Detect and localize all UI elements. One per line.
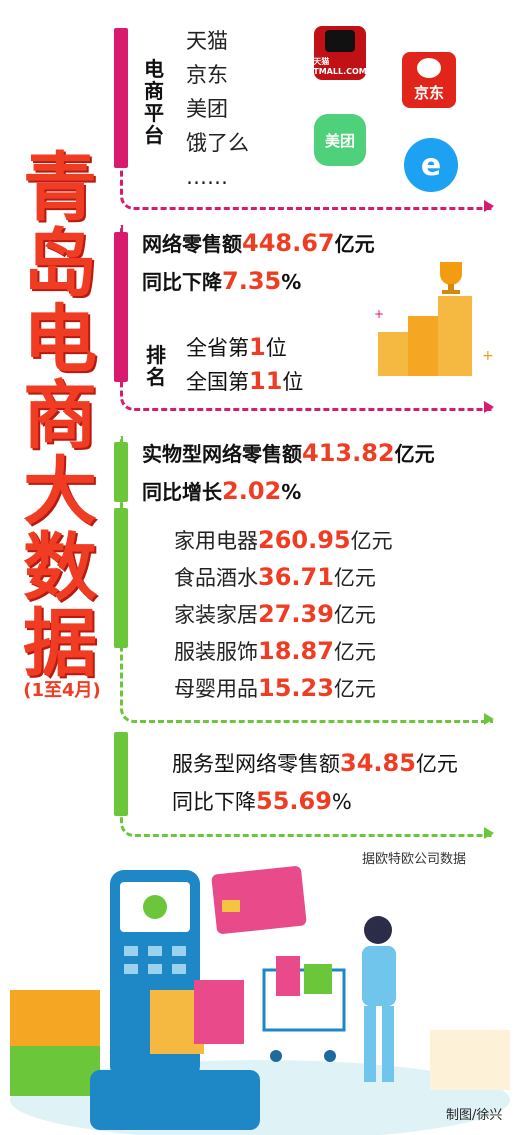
value: 1 <box>249 333 266 361</box>
svg-text:+: + <box>482 348 494 364</box>
logo-text: 美团 <box>324 131 355 150</box>
list-item: 美团 <box>186 97 228 121</box>
retail-total: 网络零售额448.67亿元 <box>142 228 375 259</box>
arrow-icon <box>484 401 494 413</box>
logo-text: e <box>420 147 442 183</box>
category-name: 母婴用品 <box>174 677 258 701</box>
jd-logo-icon: 京东 <box>402 52 456 108</box>
text: 同比下降 <box>142 270 222 294</box>
section-bar <box>114 732 128 816</box>
unit: 亿元 <box>333 677 376 701</box>
physical-change: 同比增长2.02% <box>142 476 301 507</box>
text: 全省第 <box>186 336 249 360</box>
label-char: 名 <box>146 365 166 389</box>
physical-total: 实物型网络零售额413.82亿元 <box>142 438 435 469</box>
ranking-national: 全国第11位 <box>186 366 303 397</box>
value: 11 <box>249 367 283 395</box>
unit: 位 <box>282 370 304 394</box>
unit: % <box>331 790 352 814</box>
source-note: 据欧特欧公司数据 <box>362 852 467 867</box>
unit: 亿元 <box>333 566 376 590</box>
list-item: 食品酒水36.71亿元 <box>174 559 393 596</box>
text: 实物型网络零售额 <box>142 442 302 466</box>
category-name: 食品酒水 <box>174 566 258 590</box>
category-value: 260.95 <box>258 526 351 554</box>
unit: 亿元 <box>333 603 376 627</box>
ranking-province: 全省第1位 <box>186 332 287 363</box>
value: 413.82 <box>302 439 395 467</box>
retail-change: 同比下降7.35% <box>142 266 301 297</box>
logo-text: 天猫 TMALL.COM <box>313 57 367 76</box>
section-bar <box>114 28 128 168</box>
text: 服务型网络零售额 <box>172 752 340 776</box>
section-bar <box>114 442 128 502</box>
ranking-label: 排 名 <box>144 344 168 388</box>
label-char: 台 <box>144 123 164 147</box>
list-item: 天猫 <box>186 29 228 53</box>
category-name: 家装家居 <box>174 603 258 627</box>
title-char: 数 <box>23 525 97 611</box>
unit: % <box>281 480 302 504</box>
credit-note: 制图/徐兴 <box>446 1108 503 1123</box>
trophy-podium-icon: + + <box>374 262 494 376</box>
category-value: 27.39 <box>258 600 334 628</box>
category-name: 服装服饰 <box>174 640 258 664</box>
label-char: 电 <box>144 57 164 81</box>
service-change: 同比下降55.69% <box>172 786 352 817</box>
category-name: 家用电器 <box>174 529 258 553</box>
label-char: 排 <box>146 343 166 367</box>
title-char: 大 <box>23 449 97 535</box>
page-title: 青 岛 电 商 大 数 据 <box>14 150 106 682</box>
service-total: 服务型网络零售额34.85亿元 <box>172 748 458 779</box>
svg-text:+: + <box>374 307 384 321</box>
logo-text: 京东 <box>413 83 444 102</box>
unit: 亿元 <box>350 529 393 553</box>
value: 448.67 <box>242 229 335 257</box>
unit: 亿元 <box>394 442 435 466</box>
unit: 亿元 <box>334 232 375 256</box>
arrow-icon <box>484 200 494 212</box>
date-range: (1至4月) <box>23 680 101 701</box>
tmall-logo-icon: 天猫 TMALL.COM <box>313 26 367 80</box>
arrow-icon <box>484 713 494 725</box>
text: 同比下降 <box>172 790 256 814</box>
unit: 亿元 <box>333 640 376 664</box>
shopping-illustration <box>10 866 510 1135</box>
meituan-logo-icon: 美团 <box>314 114 366 166</box>
section-bar <box>114 232 128 382</box>
category-value: 18.87 <box>258 637 334 665</box>
section-bar <box>114 508 128 648</box>
unit: % <box>281 270 302 294</box>
category-value: 15.23 <box>258 674 334 702</box>
value: 7.35 <box>222 267 282 295</box>
category-value: 36.71 <box>258 563 334 591</box>
list-item: 母婴用品15.23亿元 <box>174 670 393 707</box>
value: 34.85 <box>340 749 416 777</box>
unit: 位 <box>265 336 287 360</box>
title-char: 据 <box>23 601 97 687</box>
list-item: 饿了么 <box>186 131 249 155</box>
list-item: …… <box>186 165 228 189</box>
list-item: 服装服饰18.87亿元 <box>174 633 393 670</box>
label-char: 商 <box>144 79 164 103</box>
text: 同比增长 <box>142 480 222 504</box>
title-char: 电 <box>23 297 97 383</box>
list-item: 家装家居27.39亿元 <box>174 596 393 633</box>
arrow-icon <box>484 827 494 839</box>
title-char: 青 <box>23 145 97 231</box>
value: 55.69 <box>256 787 332 815</box>
title-char: 商 <box>23 373 97 459</box>
label-char: 平 <box>144 101 164 125</box>
platforms-label: 电 商 平 台 <box>142 58 166 146</box>
platform-list: 天猫 京东 美团 饿了么 …… <box>186 24 249 194</box>
title-char: 岛 <box>23 221 97 307</box>
unit: 亿元 <box>415 752 458 776</box>
value: 2.02 <box>222 477 282 505</box>
list-item: 家用电器260.95亿元 <box>174 522 393 559</box>
list-item: 京东 <box>186 63 228 87</box>
text: 网络零售额 <box>142 232 242 256</box>
category-list: 家用电器260.95亿元 食品酒水36.71亿元 家装家居27.39亿元 服装服… <box>174 522 393 707</box>
eleme-logo-icon: e <box>404 138 458 192</box>
text: 全国第 <box>186 370 249 394</box>
